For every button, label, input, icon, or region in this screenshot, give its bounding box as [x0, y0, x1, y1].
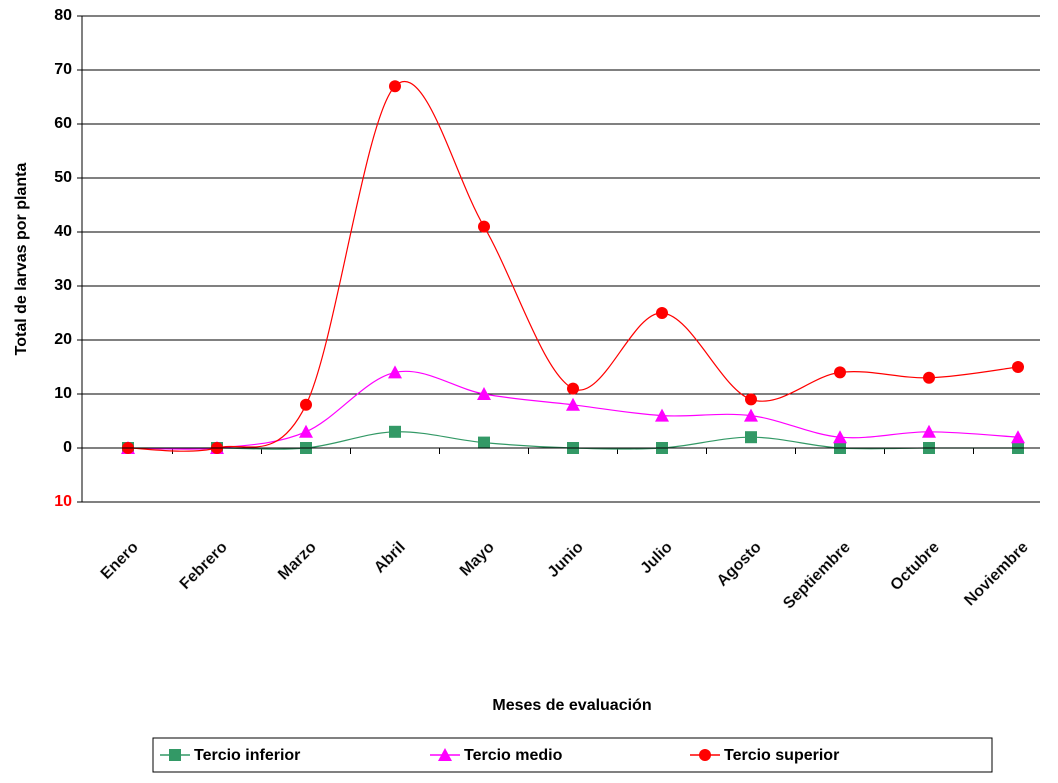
- x-tick-label: Marzo: [275, 539, 320, 584]
- data-point: [477, 387, 491, 400]
- x-tick-label: Abril: [371, 539, 409, 577]
- data-point: [300, 398, 312, 411]
- data-point: [389, 80, 401, 93]
- data-point: [923, 371, 935, 384]
- data-point: [744, 408, 758, 422]
- x-axis-label: Meses de evaluación: [492, 697, 651, 714]
- y-tick-label: 70: [54, 61, 72, 78]
- data-point: [389, 425, 401, 438]
- data-point: [833, 430, 847, 444]
- legend-marker: [169, 749, 181, 761]
- data-point: [1011, 430, 1025, 444]
- data-point: [299, 424, 313, 438]
- data-point: [655, 408, 669, 422]
- x-tick-label: Julio: [637, 539, 676, 578]
- x-tick-label: Agosto: [714, 539, 765, 590]
- legend-label: Tercio superior: [724, 747, 839, 764]
- y-tick-label: 20: [54, 331, 72, 348]
- y-axis-label: Total de larvas por planta: [13, 163, 30, 356]
- legend-box: [152, 737, 993, 773]
- legend-marker: [699, 749, 711, 761]
- data-point: [566, 397, 580, 411]
- y-tick-label: 0: [63, 439, 72, 456]
- data-point: [745, 393, 757, 406]
- data-point: [834, 366, 846, 379]
- data-point: [656, 307, 668, 319]
- y-tick-label: 10: [54, 493, 72, 510]
- x-tick-label: Junio: [545, 539, 587, 581]
- x-tick-label: Enero: [98, 539, 142, 583]
- y-tick-label: 40: [54, 223, 72, 240]
- data-point: [388, 365, 402, 379]
- y-tick-label: 80: [54, 7, 72, 24]
- data-point: [745, 431, 757, 444]
- y-tick-label: 30: [54, 277, 72, 294]
- data-point: [567, 382, 579, 395]
- data-point: [478, 436, 490, 449]
- y-tick-label: 10: [54, 385, 72, 402]
- series-line: [127, 81, 1019, 452]
- x-tick-label: Mayo: [457, 539, 498, 580]
- x-tick-label: Septiembre: [780, 539, 854, 613]
- y-tick-label: 50: [54, 169, 72, 186]
- x-tick-label: Noviembre: [961, 539, 1032, 610]
- data-point: [478, 220, 490, 233]
- y-tick-label: 60: [54, 115, 72, 132]
- legend-label: Tercio medio: [464, 747, 563, 764]
- legend-label: Tercio inferior: [194, 747, 300, 764]
- x-tick-label: Febrero: [177, 539, 231, 593]
- legend-marker: [438, 748, 452, 761]
- data-point: [922, 424, 936, 438]
- data-point: [1012, 361, 1024, 373]
- x-tick-label: Octubre: [887, 539, 942, 594]
